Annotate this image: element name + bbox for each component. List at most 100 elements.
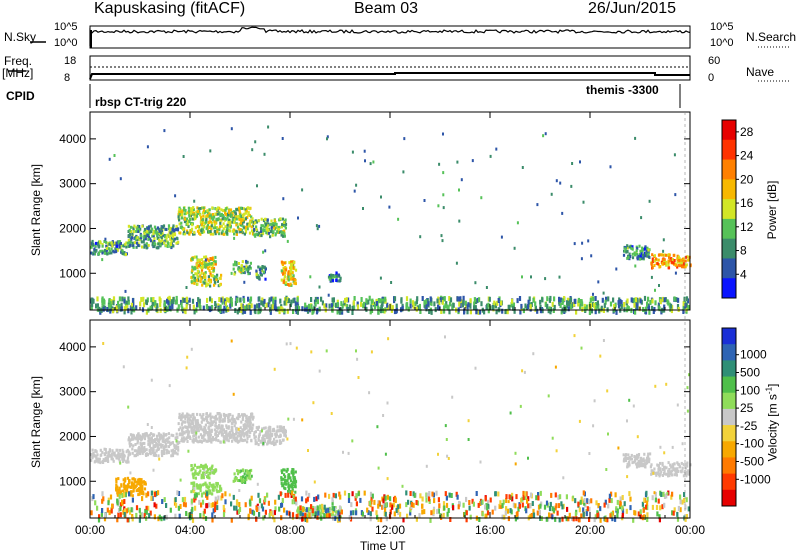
power-cell <box>189 222 192 226</box>
power-cell <box>202 214 205 218</box>
power-cell <box>433 301 436 307</box>
power-cell <box>654 300 657 306</box>
power-cell <box>296 297 299 303</box>
velocity-cell <box>658 474 661 478</box>
velocity-cell <box>521 496 524 502</box>
power-cell <box>255 225 258 229</box>
velocity-cell <box>201 435 204 439</box>
power-cell <box>271 233 274 237</box>
power-cell <box>196 210 200 213</box>
velocity-cell <box>331 497 334 503</box>
velocity-cell <box>651 504 654 510</box>
velocity-cell <box>246 440 249 444</box>
velocity-cell <box>198 471 201 475</box>
velocity-cell <box>214 421 217 425</box>
power-cell <box>282 272 285 276</box>
velocity-cell <box>221 428 225 432</box>
velocity-cell <box>467 438 470 441</box>
velocity-cell <box>373 499 376 505</box>
velocity-cell <box>232 494 235 500</box>
velocity-cell <box>486 499 490 505</box>
velocity-cell <box>537 495 540 501</box>
velocity-cell <box>103 447 106 451</box>
power-cell <box>290 299 293 305</box>
power-cell <box>219 221 222 225</box>
power-cell <box>548 306 551 312</box>
velocity-cell <box>148 449 152 452</box>
power-cell <box>451 305 454 311</box>
velocity-cell <box>216 499 219 505</box>
power-cell <box>234 262 237 266</box>
power-cell <box>628 252 631 256</box>
power-colorbar-tick-label: 8 <box>740 244 747 258</box>
power-cell <box>107 302 110 308</box>
velocity-cell <box>336 517 340 523</box>
velocity-cell <box>199 469 202 473</box>
power-cell <box>235 230 238 234</box>
power-cell <box>370 305 373 311</box>
velocity-cell <box>245 419 248 423</box>
velocity-cell <box>132 485 135 489</box>
power-cell <box>213 222 216 226</box>
power-cell <box>243 265 246 269</box>
power-cell <box>409 298 412 304</box>
velocity-cell <box>122 509 125 515</box>
velocity-cell <box>581 499 584 505</box>
velocity-cell <box>484 504 487 510</box>
velocity-cell <box>231 439 234 443</box>
velocity-cell <box>238 414 241 418</box>
velocity-cell <box>123 487 126 491</box>
power-cell <box>183 212 186 216</box>
power-cell <box>147 237 150 241</box>
power-cell <box>275 225 278 229</box>
velocity-cell <box>378 500 381 506</box>
velocity-colorbar-swatch <box>722 392 736 410</box>
power-cell <box>348 304 351 310</box>
velocity-cell <box>295 500 298 506</box>
velocity-cell <box>128 485 131 489</box>
velocity-cell <box>556 510 559 516</box>
power-cell <box>442 171 445 175</box>
velocity-cell <box>217 439 220 443</box>
velocity-cell <box>639 461 642 465</box>
velocity-cell <box>643 514 646 520</box>
velocity-cell <box>433 498 436 504</box>
velocity-cell <box>170 454 173 458</box>
power-cell <box>195 210 198 214</box>
velocity-cell <box>604 499 607 505</box>
velocity-cell <box>180 437 184 441</box>
velocity-cell <box>283 473 286 477</box>
velocity-cell <box>119 490 122 494</box>
power-cell <box>193 232 196 236</box>
velocity-cell <box>192 476 195 480</box>
velocity-cell <box>521 502 524 508</box>
velocity-cell <box>175 439 178 443</box>
velocity-cell <box>288 487 291 491</box>
power-cell <box>665 253 668 257</box>
velocity-cell <box>571 496 574 502</box>
cpid-segment-2: themis -3300 <box>586 83 659 97</box>
power-cell <box>286 308 289 314</box>
velocity-cell <box>204 423 207 427</box>
velocity-cell <box>356 357 359 361</box>
power-cell <box>263 229 266 232</box>
power-cell <box>221 296 224 302</box>
power-cell <box>274 296 277 302</box>
power-cell <box>674 193 677 197</box>
velocity-cell <box>186 440 189 443</box>
velocity-cell <box>442 512 445 518</box>
velocity-cell <box>129 452 132 456</box>
velocity-cell <box>384 507 387 512</box>
velocity-cell <box>222 504 225 510</box>
power-cell <box>651 305 654 311</box>
power-cell <box>269 222 272 226</box>
velocity-cell <box>263 440 267 443</box>
velocity-cell <box>675 467 678 471</box>
power-ytick-label: 3000 <box>59 177 86 191</box>
power-cell <box>261 297 264 303</box>
power-cell <box>669 306 672 312</box>
power-cell <box>124 289 127 293</box>
velocity-cell <box>551 514 554 520</box>
power-cell <box>227 213 230 216</box>
power-cell <box>609 165 612 169</box>
